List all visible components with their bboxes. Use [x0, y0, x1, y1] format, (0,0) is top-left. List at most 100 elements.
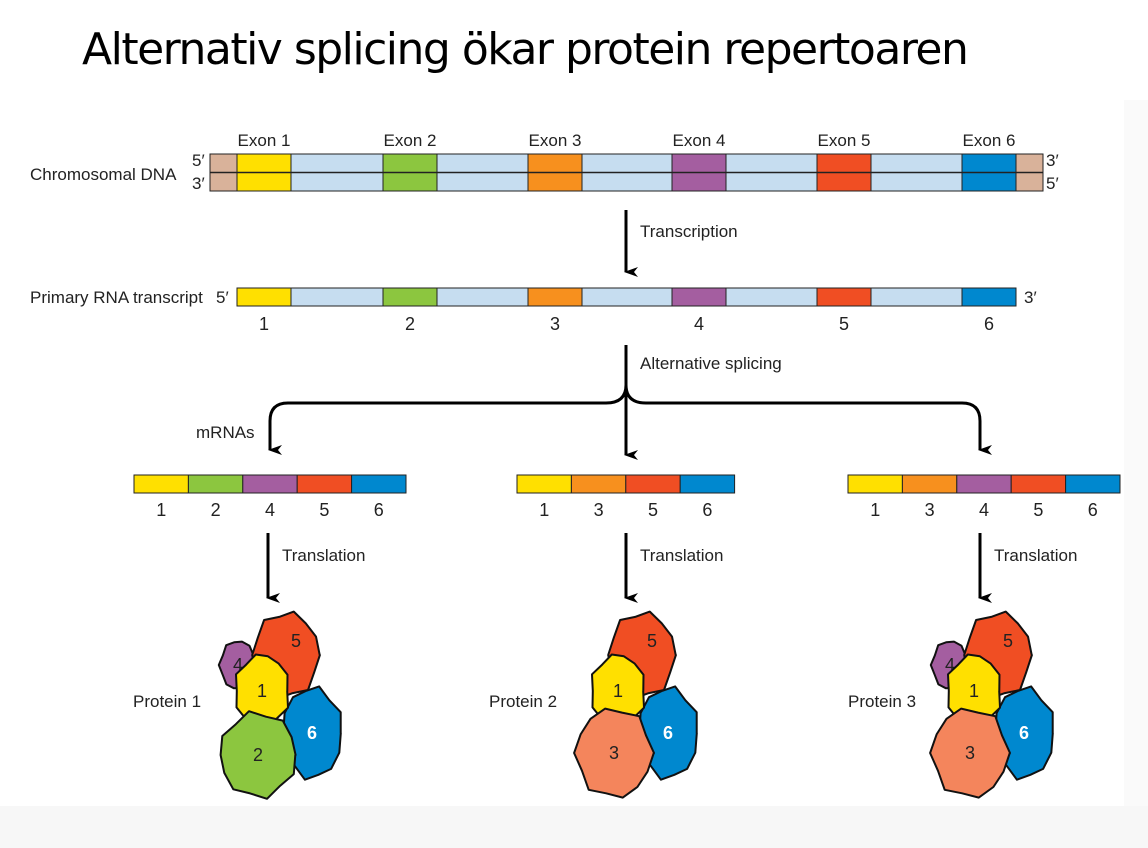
mrna-exon-4	[242, 474, 298, 494]
scrollbar-edge	[1124, 100, 1148, 806]
domain-1-label: 1	[257, 681, 267, 701]
chromosomal-dna: Exon 1 Exon 2 Exon 3 Exon 4 Exon 5 Exon 6	[209, 131, 1044, 192]
intron-1-segment	[290, 287, 384, 307]
mrnas-label: mRNAs	[196, 423, 255, 442]
translation-label: Translation	[640, 546, 723, 565]
domain-3-label: 3	[965, 743, 975, 763]
domain-1-label: 1	[613, 681, 623, 701]
exon-4-segment	[671, 287, 727, 307]
exon-label: Exon 2	[384, 131, 437, 150]
mrna-exon-number: 4	[979, 500, 989, 520]
domain-6-label: 6	[307, 723, 317, 743]
domain-5-label: 5	[291, 631, 301, 651]
mrna-1: 1 2 4 5 6	[133, 474, 407, 520]
mrna-2: 1 3 5 6	[516, 474, 736, 520]
mrna-3: 1 3 4 5 6	[847, 474, 1121, 520]
mrna-exon-5	[296, 474, 353, 494]
mrna-exon-number: 2	[211, 500, 221, 520]
dna-label: Chromosomal DNA	[30, 165, 177, 184]
splice-arrow-right	[624, 384, 992, 455]
mrna-exon-number: 1	[870, 500, 880, 520]
mrna-exon-number: 5	[1033, 500, 1043, 520]
exon-3-segment	[527, 287, 583, 307]
mrna-exon-number: 5	[319, 500, 329, 520]
mrna-exon-1	[133, 474, 189, 494]
mrna-exon-number: 4	[265, 500, 275, 520]
mrna-exon-1	[516, 474, 572, 494]
transcription-label: Transcription	[640, 222, 738, 241]
primary-rna-transcript: 1 2 3 4 5 6	[236, 287, 1017, 334]
domain-2-blob	[219, 710, 297, 800]
exon-number: 5	[839, 314, 849, 334]
domain-2-label: 2	[253, 745, 263, 765]
mrna-exon-6	[1065, 474, 1121, 494]
mrna-exon-number: 1	[539, 500, 549, 520]
exon-6-segment	[961, 287, 1017, 307]
exon-label: Exon 5	[818, 131, 871, 150]
domain-6-label: 6	[663, 723, 673, 743]
exon-label: Exon 4	[673, 131, 726, 150]
mrna-exon-6	[351, 474, 407, 494]
dna-right-bottom-end: 5′	[1046, 174, 1059, 193]
dna-left-top-end: 5′	[192, 151, 205, 170]
mrna-exon-2	[187, 474, 244, 494]
mrna-exon-number: 3	[594, 500, 604, 520]
mrna-exon-5	[625, 474, 681, 494]
translation-label: Translation	[282, 546, 365, 565]
domain-6-label: 6	[1019, 723, 1029, 743]
exon-number: 6	[984, 314, 994, 334]
dna-right-top-end: 3′	[1046, 151, 1059, 170]
slide-title: Alternativ splicing ökar protein reperto…	[82, 24, 969, 75]
domain-4-label: 4	[233, 655, 243, 675]
mrna-exon-1	[847, 474, 903, 494]
mrna-exon-number: 1	[156, 500, 166, 520]
exon-label: Exon 1	[238, 131, 291, 150]
exon-label: Exon 3	[529, 131, 582, 150]
mrna-exon-4	[956, 474, 1012, 494]
slide-bottom-strip	[0, 806, 1148, 848]
intron-5-segment	[870, 287, 963, 307]
exon-number: 2	[405, 314, 415, 334]
rna-3-end: 3′	[1024, 288, 1037, 307]
rna-label: Primary RNA transcript	[30, 288, 203, 307]
domain-3-label: 3	[609, 743, 619, 763]
exon-5-segment	[816, 287, 872, 307]
domain-1-label: 1	[969, 681, 979, 701]
mrna-exon-number: 6	[374, 500, 384, 520]
translation-label: Translation	[994, 546, 1077, 565]
mrna-exon-3	[901, 474, 958, 494]
domain-3-blob	[573, 707, 655, 799]
exon-number: 3	[550, 314, 560, 334]
rna-5-end: 5′	[216, 288, 229, 307]
splice-arrow-left	[268, 345, 628, 455]
intron-4-segment	[725, 287, 818, 307]
exon-number: 4	[694, 314, 704, 334]
protein-1: 4 6 5 1 2	[217, 610, 342, 800]
exon-2-segment	[382, 287, 438, 307]
protein-label: Protein 1	[133, 692, 201, 711]
mrna-exon-number: 6	[702, 500, 712, 520]
domain-5-label: 5	[1003, 631, 1013, 651]
protein-2: 6 5 1 3	[573, 610, 698, 799]
protein-3: 4 6 5 1 3	[929, 610, 1054, 799]
protein-label: Protein 2	[489, 692, 557, 711]
exon-label: Exon 6	[963, 131, 1016, 150]
mrna-exon-number: 3	[925, 500, 935, 520]
splicing-label: Alternative splicing	[640, 354, 782, 373]
mrna-exon-6	[679, 474, 736, 494]
mrna-exon-number: 5	[648, 500, 658, 520]
exon-number: 1	[259, 314, 269, 334]
mrnas: 1 2 4 5 6 1 3 5 6 1 3 4 5 6	[133, 474, 1121, 520]
protein-label: Protein 3	[848, 692, 916, 711]
intron-2-segment	[436, 287, 529, 307]
dna-left-bottom-end: 3′	[192, 174, 205, 193]
mrna-exon-3	[570, 474, 627, 494]
domain-3-blob	[929, 707, 1011, 799]
mrna-exon-number: 6	[1088, 500, 1098, 520]
proteins: Translation Protein 1 4 6 5 1 2 Translation Prot…	[133, 533, 1077, 800]
domain-4-label: 4	[945, 655, 955, 675]
intron-3-segment	[581, 287, 673, 307]
exon-1-segment	[236, 287, 292, 307]
mrna-exon-5	[1010, 474, 1067, 494]
